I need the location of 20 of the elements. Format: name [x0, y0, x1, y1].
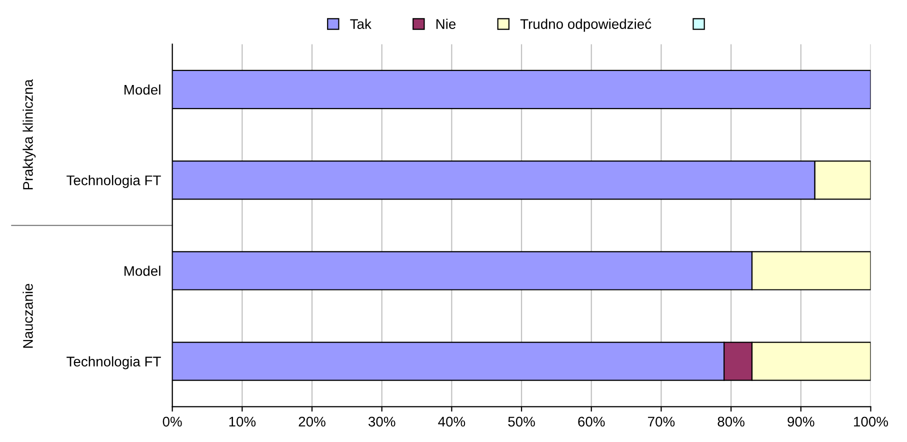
text: Praktyka kliniczna — [22, 79, 36, 190]
x-tick-label: 100% — [854, 416, 888, 427]
y-tick-label: Model — [124, 84, 160, 95]
legend-label: Trudno odpowiedzieć — [520, 18, 652, 32]
x-tick-label: 50% — [508, 416, 535, 427]
x-tick-label: 90% — [788, 416, 814, 427]
legend-label: Nie — [436, 18, 456, 29]
x-tick-label: 30% — [368, 416, 396, 427]
y-tick-label: Model — [124, 266, 160, 276]
y-tick-label: Technologia FT — [66, 356, 161, 370]
x-tick-label: 80% — [718, 416, 744, 427]
text: Nauczanie — [22, 284, 33, 348]
legend-label: Tak — [350, 18, 372, 29]
y-tick-label: Technologia FT — [66, 175, 161, 188]
x-tick-label: 20% — [298, 416, 326, 427]
x-tick-label: 10% — [229, 416, 256, 427]
x-tick-label: 60% — [578, 416, 605, 427]
x-tick-label: 40% — [438, 416, 466, 427]
x-tick-label: 70% — [648, 416, 675, 427]
x-tick-label: 0% — [162, 416, 182, 427]
